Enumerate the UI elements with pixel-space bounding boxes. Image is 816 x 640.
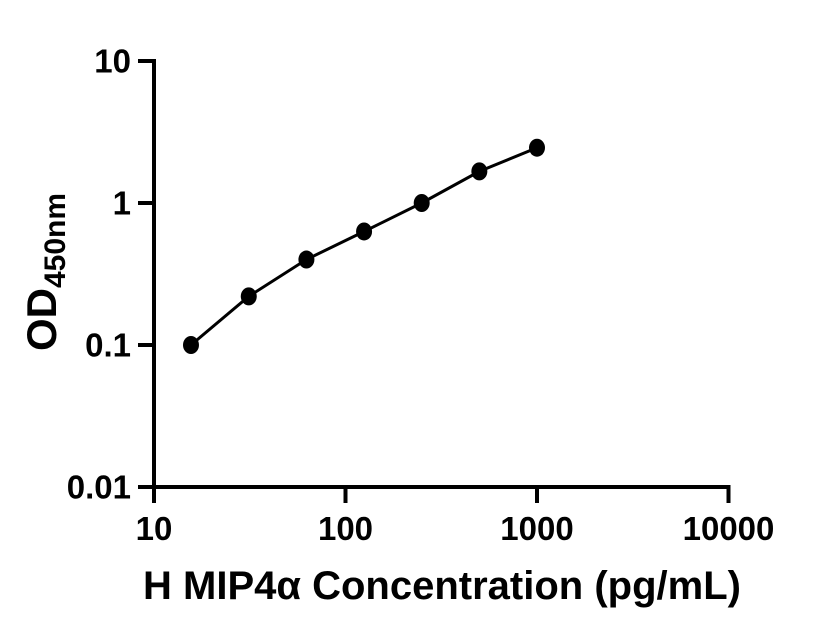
y-tick-label: 0.01 bbox=[67, 469, 131, 506]
data-point bbox=[298, 250, 315, 269]
data-point bbox=[240, 287, 257, 306]
x-tick-label: 100 bbox=[318, 510, 373, 547]
y-tick-label: 0.1 bbox=[85, 327, 131, 364]
y-tick-label: 10 bbox=[94, 43, 131, 80]
data-point bbox=[471, 162, 488, 181]
x-tick-label: 10000 bbox=[683, 510, 775, 547]
y-tick-label: 1 bbox=[113, 185, 131, 222]
data-point bbox=[182, 336, 199, 354]
x-tick-label: 10 bbox=[136, 510, 173, 547]
axis-ticks: 10 100 1000 10000 10 1 0.1 0.01 bbox=[67, 43, 775, 548]
data-series bbox=[182, 138, 545, 354]
x-tick-label: 1000 bbox=[500, 510, 573, 547]
y-axis-title-subscript: 450nm bbox=[39, 193, 72, 288]
x-axis-title: H MIP4α Concentration (pg/mL) bbox=[143, 564, 741, 608]
y-axis-title-main: OD bbox=[18, 288, 65, 351]
data-point bbox=[529, 138, 545, 157]
axes bbox=[152, 59, 731, 489]
data-point bbox=[413, 194, 430, 212]
data-point bbox=[356, 222, 373, 241]
y-axis-title: OD450nm bbox=[18, 193, 72, 351]
